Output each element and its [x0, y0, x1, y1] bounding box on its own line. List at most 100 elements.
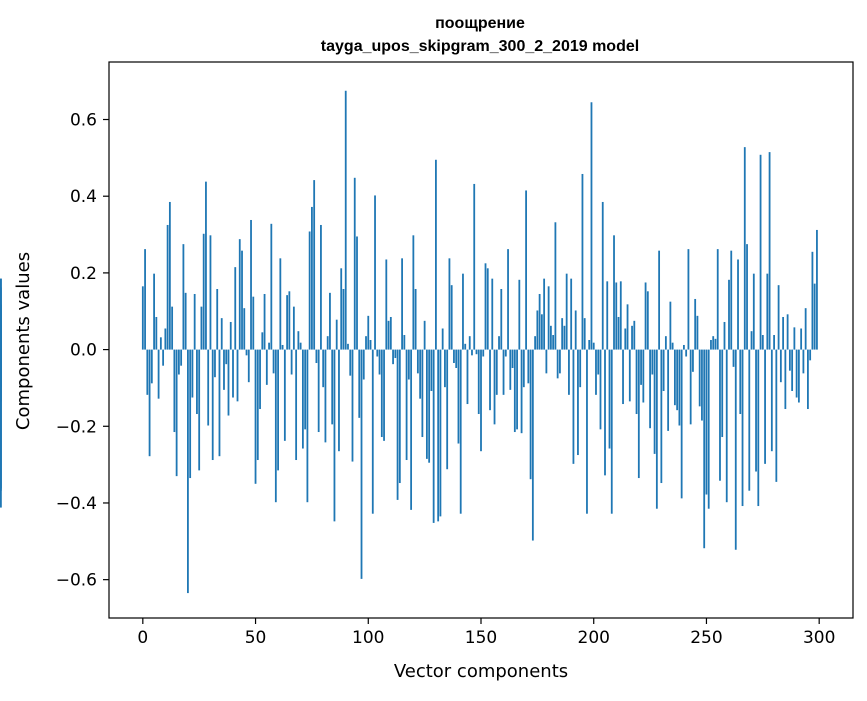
bar — [263, 293, 266, 350]
bar — [624, 328, 627, 350]
bar — [536, 310, 539, 350]
bar — [752, 273, 755, 350]
bar — [687, 249, 690, 350]
bar — [662, 349, 665, 391]
bar — [261, 332, 264, 350]
x-axis-label: Vector components — [394, 661, 568, 682]
bar — [304, 349, 307, 430]
bar — [403, 335, 406, 350]
bar — [637, 349, 640, 479]
bar — [297, 331, 300, 350]
bar — [683, 344, 685, 350]
bar — [721, 349, 724, 438]
bar — [574, 310, 577, 350]
bar — [547, 286, 550, 350]
bar — [229, 321, 232, 350]
bar — [626, 304, 629, 350]
y-tick-label: 0.6 — [70, 111, 97, 131]
bar — [430, 349, 433, 391]
bar — [750, 331, 753, 350]
bar — [698, 349, 701, 407]
bar — [694, 298, 697, 350]
bar — [728, 279, 730, 350]
bar — [200, 306, 203, 350]
bar — [502, 349, 505, 395]
bar — [344, 90, 347, 350]
bar — [448, 258, 451, 350]
bar — [421, 349, 424, 438]
bar — [689, 349, 692, 425]
bar — [238, 239, 241, 350]
bar — [0, 349, 2, 360]
bar — [748, 349, 751, 491]
bar — [272, 349, 275, 374]
bar — [144, 249, 146, 350]
bar — [0, 349, 2, 402]
bar — [232, 349, 234, 398]
bar — [141, 286, 144, 350]
bar — [556, 349, 559, 379]
bar — [500, 289, 503, 350]
bar — [412, 235, 415, 350]
bar — [376, 349, 379, 357]
bar — [301, 349, 304, 449]
bar — [256, 349, 259, 461]
bar — [247, 349, 250, 383]
bar — [813, 283, 816, 350]
bar — [353, 177, 356, 350]
bar — [525, 190, 527, 350]
bar — [414, 289, 417, 350]
bar — [437, 349, 440, 522]
bar — [633, 320, 636, 350]
y-tick-label: 0.4 — [70, 187, 97, 207]
bar — [793, 327, 796, 350]
bar — [764, 349, 766, 464]
bar — [340, 268, 343, 350]
x-tick-label: 200 — [578, 628, 610, 648]
bar — [696, 315, 699, 350]
bar — [714, 338, 717, 350]
bar — [716, 249, 719, 350]
bar — [283, 349, 286, 441]
y-tick-label: −0.2 — [56, 417, 97, 437]
bar — [800, 328, 803, 350]
bar — [349, 349, 352, 376]
bar — [775, 349, 778, 482]
bar — [531, 349, 534, 541]
y-tick-label: −0.4 — [56, 494, 97, 514]
bar — [383, 349, 385, 441]
bar — [692, 349, 694, 372]
bar — [435, 159, 437, 350]
bar — [338, 349, 340, 452]
bar — [646, 291, 649, 350]
bar — [797, 349, 800, 403]
bar — [586, 349, 588, 514]
bar — [374, 195, 376, 350]
bar — [664, 336, 667, 350]
bar — [286, 295, 289, 350]
bar — [667, 349, 670, 431]
bar — [410, 349, 413, 510]
bar — [511, 349, 514, 368]
bar — [601, 201, 604, 350]
bar — [617, 316, 620, 350]
bar — [392, 349, 394, 365]
bar — [378, 349, 381, 375]
bar — [225, 349, 228, 365]
bar — [622, 349, 624, 405]
bar — [198, 349, 201, 471]
bar — [290, 349, 293, 375]
bar — [268, 342, 270, 350]
bar — [202, 233, 205, 350]
bar — [466, 349, 469, 405]
bar — [175, 349, 178, 477]
bar — [590, 102, 593, 350]
bars-group — [0, 90, 818, 594]
bar — [223, 349, 225, 390]
bar — [482, 349, 485, 357]
bar — [362, 349, 365, 380]
bar — [288, 291, 291, 350]
bar — [779, 349, 782, 383]
bar — [768, 152, 771, 350]
bar — [371, 349, 374, 514]
